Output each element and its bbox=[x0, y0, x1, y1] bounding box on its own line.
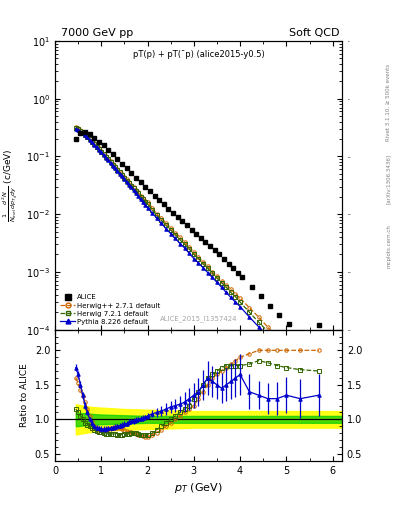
Text: 7000 GeV pp: 7000 GeV pp bbox=[61, 28, 133, 38]
Legend: ALICE, Herwig++ 2.7.1 default, Herwig 7.2.1 default, Pythia 8.226 default: ALICE, Herwig++ 2.7.1 default, Herwig 7.… bbox=[59, 293, 162, 326]
Y-axis label: $\frac{1}{N_{inel}}\frac{d^2N}{dp_{T_d}dy}$ (c/GeV): $\frac{1}{N_{inel}}\frac{d^2N}{dp_{T_d}d… bbox=[1, 148, 20, 222]
Y-axis label: Ratio to ALICE: Ratio to ALICE bbox=[20, 364, 29, 427]
Text: ALICE_2015_I1357424: ALICE_2015_I1357424 bbox=[160, 315, 237, 323]
Text: pT(p) + pT(¯p) (alice2015-y0.5): pT(p) + pT(¯p) (alice2015-y0.5) bbox=[132, 50, 264, 58]
Text: Soft QCD: Soft QCD bbox=[290, 28, 340, 38]
Text: [arXiv:1306.3436]: [arXiv:1306.3436] bbox=[386, 154, 391, 204]
X-axis label: $p_T$ (GeV): $p_T$ (GeV) bbox=[174, 481, 223, 495]
Text: Rivet 3.1.10, ≥ 500k events: Rivet 3.1.10, ≥ 500k events bbox=[386, 64, 391, 141]
Text: mcplots.cern.ch: mcplots.cern.ch bbox=[386, 224, 391, 268]
